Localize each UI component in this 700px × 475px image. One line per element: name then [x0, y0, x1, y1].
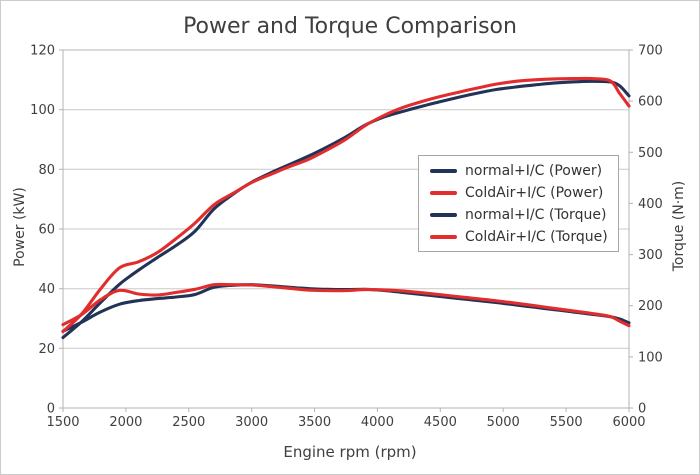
y-left-tick-label: 40	[38, 282, 55, 297]
x-tick-label: 3000	[235, 415, 268, 430]
axes	[59, 49, 633, 412]
series-line-coldair-i-c-power-	[61, 76, 631, 334]
x-tick-label: 5500	[550, 415, 583, 430]
y-left-tick-label: 0	[47, 402, 55, 417]
legend: normal+I/C (Power) ColdAir+I/C (Power) n…	[418, 155, 619, 252]
legend-label: ColdAir+I/C (Power)	[465, 184, 604, 201]
x-tick-label: 4500	[424, 415, 457, 430]
x-tick-label: 4000	[361, 415, 394, 430]
x-tick-label: 1500	[46, 415, 79, 430]
chart-title: Power and Torque Comparison	[183, 14, 517, 39]
y-right-tick-label: 0	[638, 402, 646, 417]
y-left-tick-label: 120	[30, 44, 55, 59]
y-right-tick-label: 500	[638, 146, 663, 161]
x-tick-label: 5000	[487, 415, 520, 430]
y-right-tick-label: 300	[638, 248, 663, 263]
y-right-tick-label: 700	[638, 44, 663, 59]
y-right-tick-label: 600	[638, 95, 663, 110]
y-right-tick-label: 200	[638, 299, 663, 314]
legend-label: normal+I/C (Torque)	[465, 206, 607, 223]
series-line-coldair-i-c-torque-	[61, 282, 631, 328]
y-right-tick-label: 100	[638, 350, 663, 365]
data-series	[61, 76, 631, 340]
tick-labels: 0 20 40 60 80 100 120 0 100 200 300 400 500 600 700 150…	[30, 44, 663, 431]
legend-line-swatch	[430, 190, 457, 195]
legend-item-normal-power: normal+I/C (Power)	[430, 160, 618, 182]
x-tick-label: 3500	[298, 415, 331, 430]
y-left-tick-label: 60	[38, 223, 55, 238]
x-tick-label: 2500	[172, 415, 205, 430]
legend-line-swatch	[430, 234, 457, 239]
y-axis-title-right: Torque (N·m)	[671, 180, 687, 272]
legend-label: ColdAir+I/C (Torque)	[465, 228, 608, 245]
legend-item-coldair-torque: ColdAir+I/C (Torque)	[430, 226, 618, 248]
y-left-tick-label: 100	[30, 103, 55, 118]
legend-item-normal-torque: normal+I/C (Torque)	[430, 204, 618, 226]
x-tick-label: 6000	[612, 415, 645, 430]
y-left-tick-label: 80	[38, 163, 55, 178]
x-tick-label: 2000	[109, 415, 142, 430]
legend-label: normal+I/C (Power)	[465, 162, 603, 179]
y-axis-title-left: Power (kW)	[12, 187, 28, 267]
y-left-tick-label: 20	[38, 342, 55, 357]
legend-line-swatch	[430, 168, 457, 173]
legend-line-swatch	[430, 212, 457, 217]
legend-item-coldair-power: ColdAir+I/C (Power)	[430, 182, 618, 204]
x-axis-title: Engine rpm (rpm)	[283, 443, 417, 461]
y-right-tick-label: 400	[638, 197, 663, 212]
